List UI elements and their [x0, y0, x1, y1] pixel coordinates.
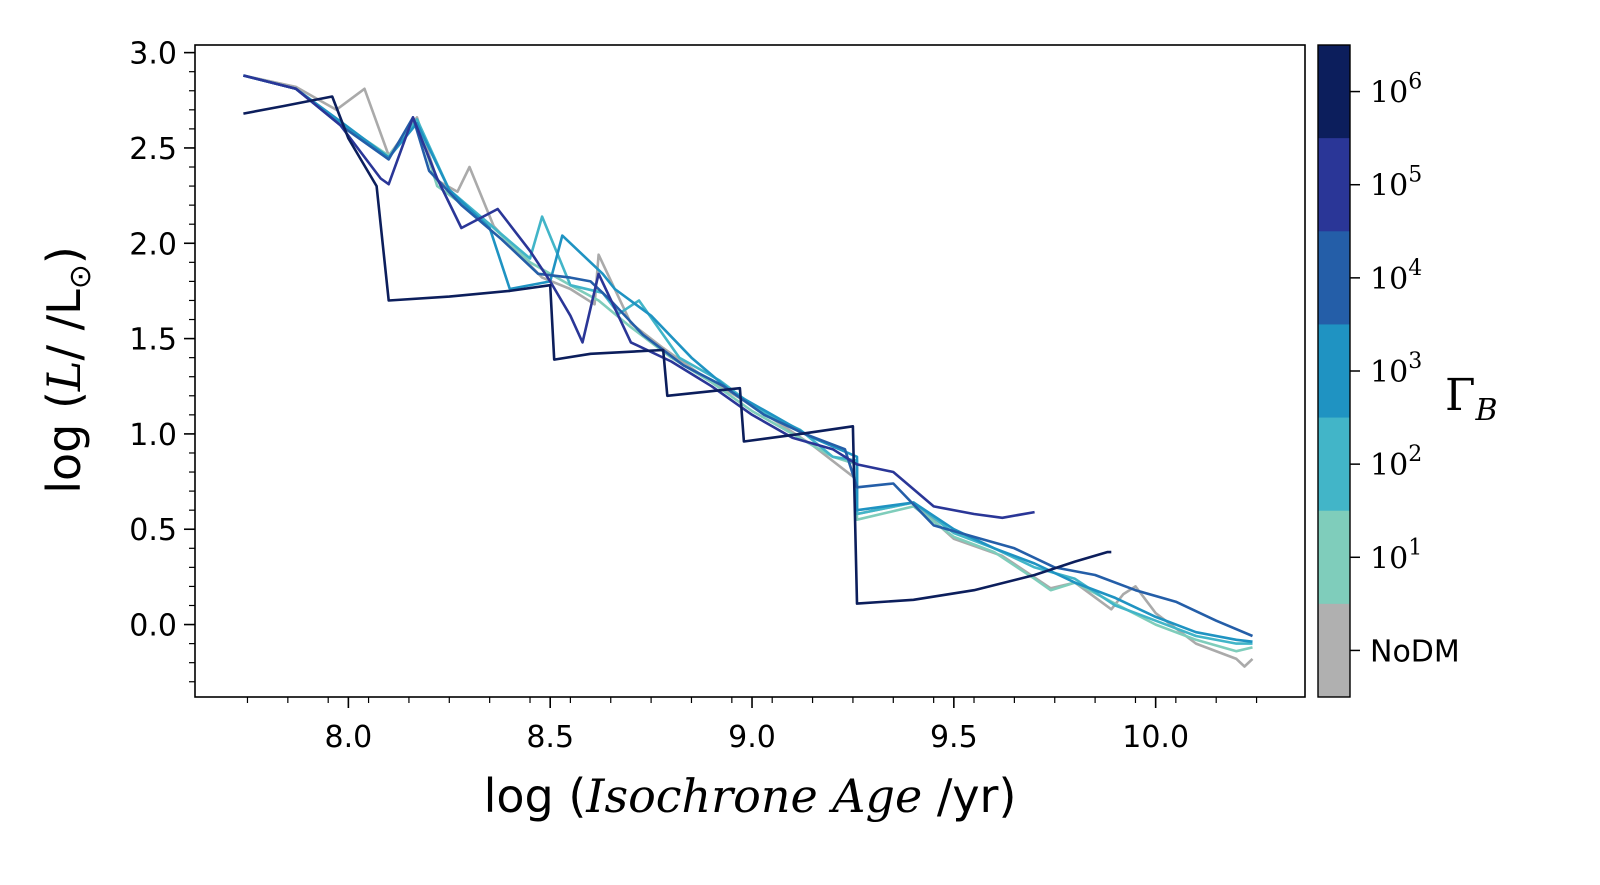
colorbar-label: 103 [1370, 349, 1422, 390]
y-tick-label: 0.0 [129, 609, 177, 644]
x-axis-title-math: Isochrone Age [585, 769, 922, 823]
x-axis-title-prefix: log ( [484, 769, 587, 823]
colorbar-label: 106 [1370, 70, 1422, 111]
colorbar-segment [1318, 417, 1350, 512]
series-line-2 [243, 74, 1253, 645]
y-tick-label: 1.0 [129, 418, 177, 453]
y-tick-label: 0.5 [129, 513, 177, 548]
colorbar-label: 102 [1370, 442, 1422, 483]
colorbar-label: NoDM [1370, 634, 1460, 669]
ticks-layer: 8.0 8.5 9.0 9.5 10.0 0.0 0.5 1.0 1.5 2.0 2.5 3.0 [129, 37, 1258, 755]
series-line-5 [243, 74, 1035, 520]
y-tick-label: 2.5 [129, 132, 177, 167]
colorbar-label: 101 [1370, 535, 1422, 576]
y-axis-title: log (L/ /L⊙) [37, 246, 98, 494]
colorbar-title-sub: B [1475, 393, 1498, 428]
series-line-1 [243, 74, 1253, 653]
colorbar: 106 105 104 103 102 101 NoDM [1317, 44, 1460, 698]
x-tick-label: 9.0 [728, 720, 776, 755]
colorbar-segment [1318, 45, 1350, 139]
colorbar-label: 105 [1370, 163, 1422, 204]
x-tick-label: 8.0 [325, 720, 373, 755]
y-axis-title-prefix: log ( [37, 391, 91, 494]
x-axis-title: log (Isochrone Age /yr) [484, 769, 1017, 823]
series-line-6 [243, 95, 1112, 605]
y-axis-title-suffix: / /L [37, 289, 91, 361]
series-line-4 [243, 74, 1254, 638]
y-axis-title-close: ) [37, 246, 91, 264]
colorbar-segment [1318, 510, 1350, 605]
colorbar-label: 104 [1370, 256, 1422, 297]
series-layer [243, 74, 1254, 668]
colorbar-segment [1318, 324, 1350, 419]
x-tick-label: 9.5 [930, 720, 978, 755]
colorbar-title: ΓB [1445, 370, 1498, 428]
x-tick-label: 10.0 [1122, 720, 1189, 755]
colorbar-segment [1318, 231, 1350, 325]
colorbar-segment [1318, 138, 1350, 232]
series-line-3 [243, 74, 1253, 643]
x-axis-title-suffix: /yr) [922, 769, 1016, 823]
plot-frame [194, 44, 1306, 698]
y-tick-label: 1.5 [129, 323, 177, 358]
y-axis-title-sub: ⊙ [63, 264, 98, 289]
colorbar-title-symbol: Γ [1445, 370, 1476, 421]
y-axis-title-math: L [37, 361, 91, 393]
y-tick-label: 3.0 [129, 37, 177, 72]
colorbar-segment [1318, 603, 1350, 698]
x-tick-label: 8.5 [526, 720, 574, 755]
y-tick-label: 2.0 [129, 227, 177, 262]
